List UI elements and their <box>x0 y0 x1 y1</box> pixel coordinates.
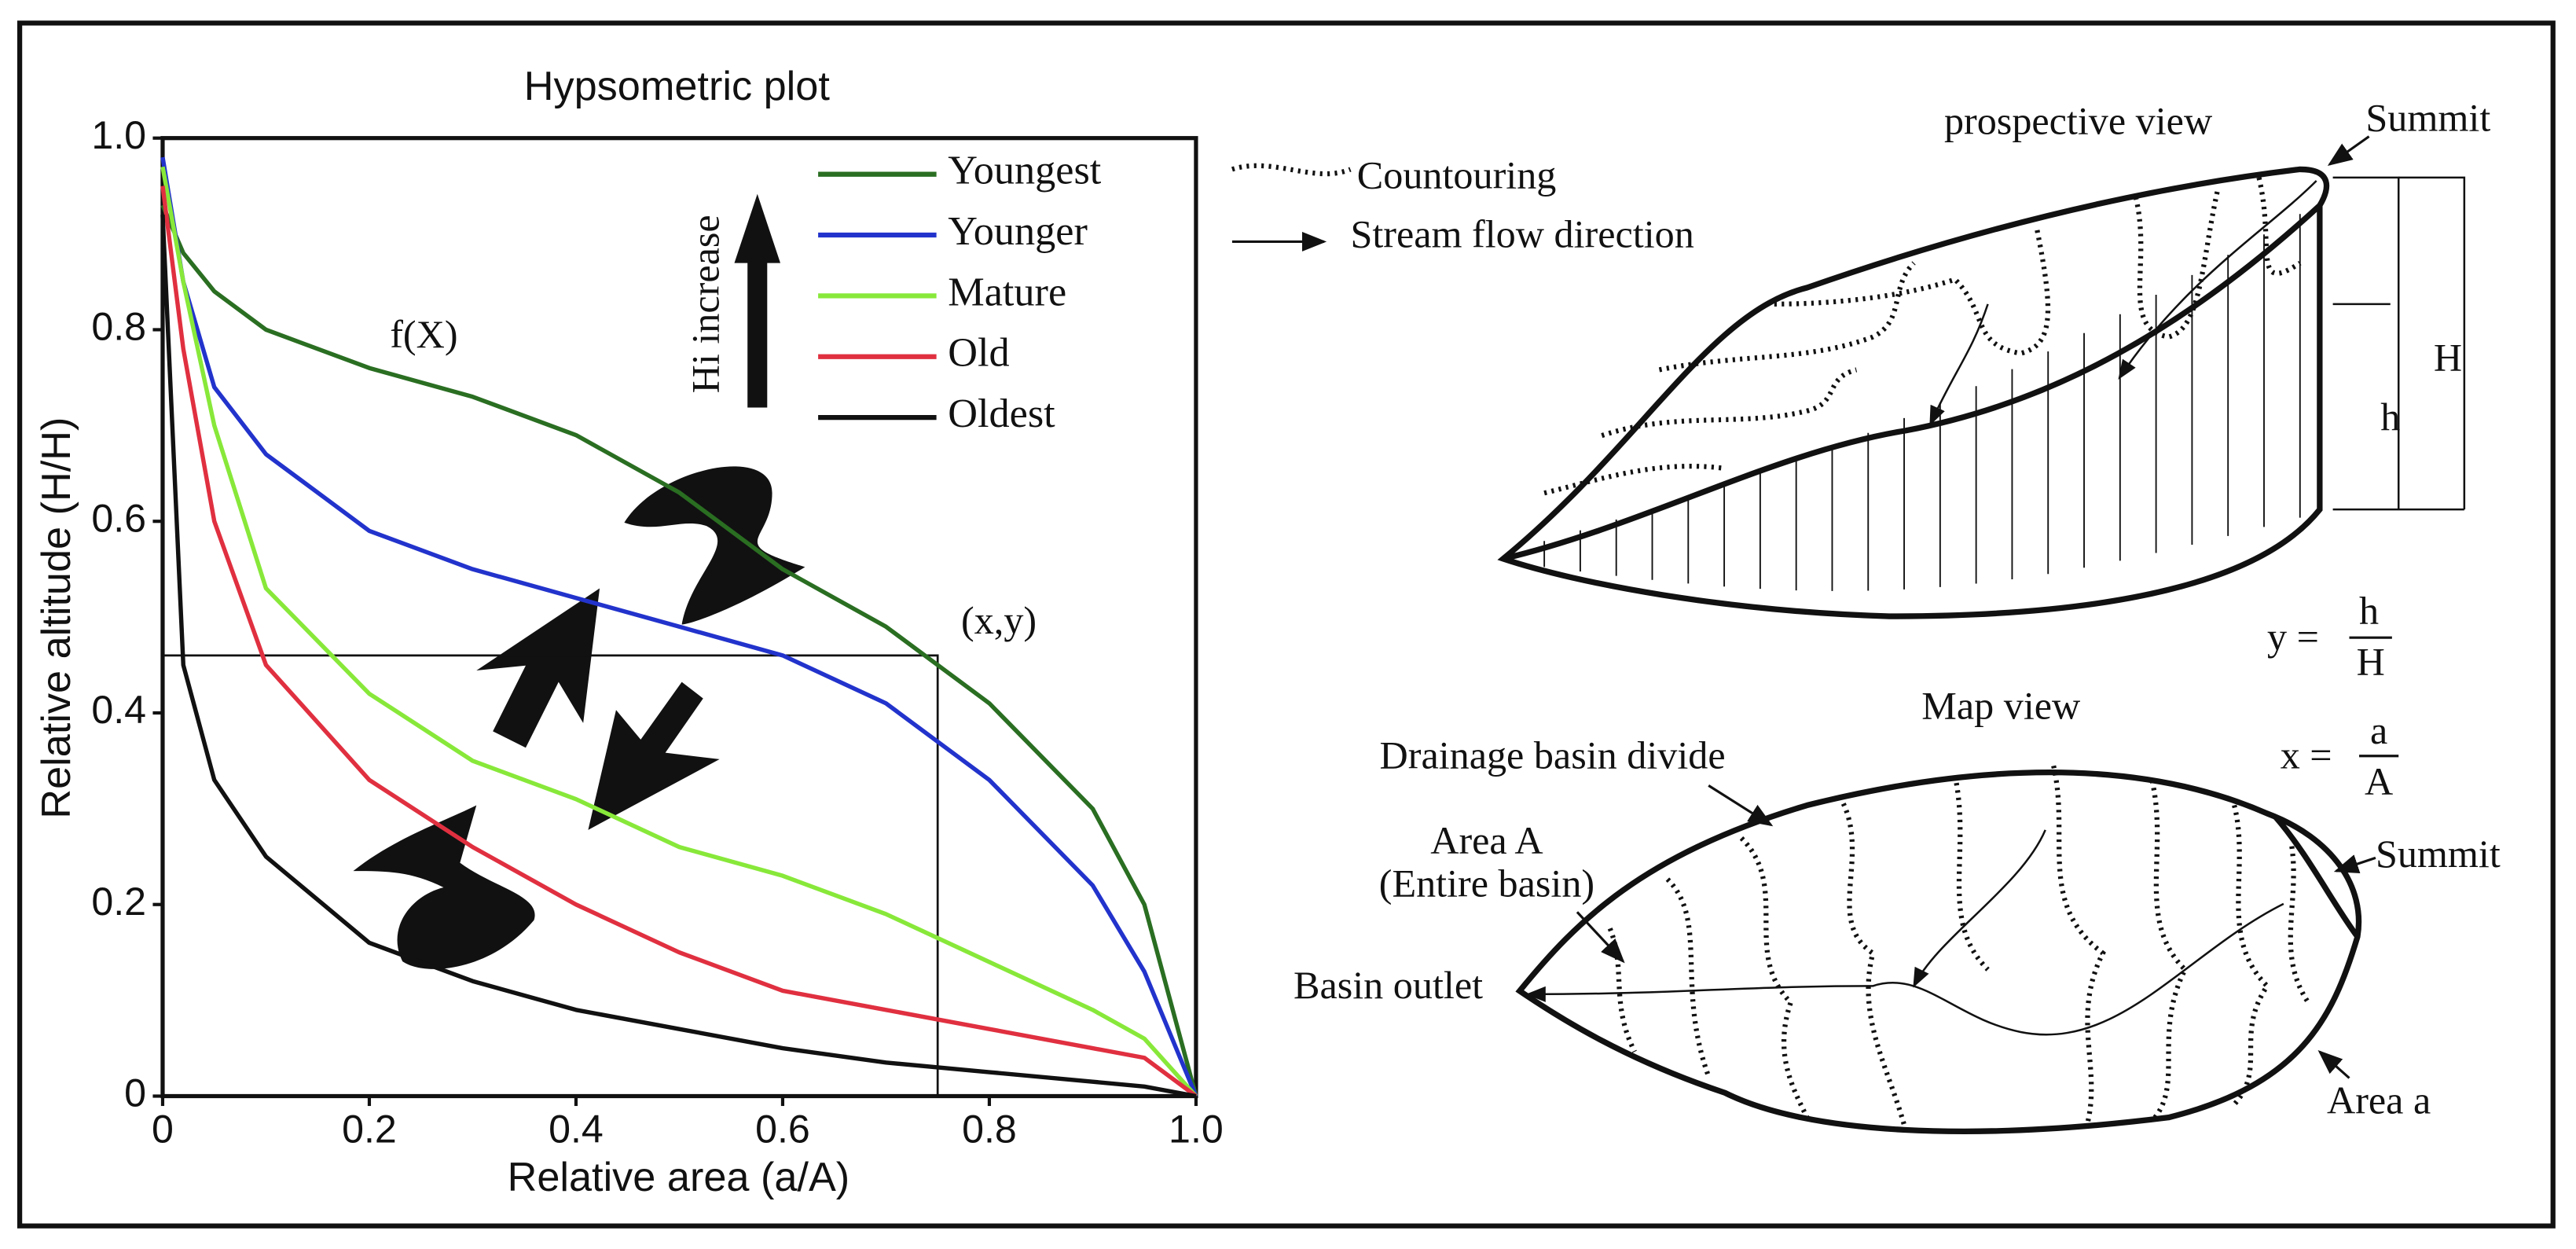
map-label: Summit <box>2376 832 2501 876</box>
curl-arrow <box>624 466 805 625</box>
series-line <box>160 156 1198 1097</box>
contour <box>2149 780 2189 1122</box>
contour <box>2288 846 2310 1005</box>
formula: H <box>2357 639 2385 683</box>
basin-3d <box>1497 166 2330 619</box>
y-tick-label: 1.0 <box>91 113 146 157</box>
legend-label: Youngest <box>948 148 1102 193</box>
point-label: (x,y) <box>961 598 1037 642</box>
stream <box>1929 303 1989 426</box>
arrow-label: Hi increase <box>684 215 728 393</box>
x-axis-label: Relative area (a/A) <box>508 1155 850 1200</box>
x-tick-label: 0.4 <box>549 1108 604 1152</box>
y-tick-label: 0.8 <box>91 305 146 349</box>
up-arrow <box>476 588 600 748</box>
stream <box>1913 829 2046 988</box>
x-tick-label: 0.2 <box>342 1108 397 1152</box>
summit-area <box>2273 814 2360 939</box>
map-label: (Entire basin) <box>1379 861 1594 906</box>
formula: h <box>2359 588 2379 632</box>
series-line <box>160 215 1197 1099</box>
pointer <box>2317 1049 2350 1079</box>
plot-frame <box>160 136 1198 1099</box>
contour <box>1774 230 2051 356</box>
stream <box>1525 902 2284 1036</box>
stream <box>2118 180 2317 380</box>
contour <box>1607 928 1637 1053</box>
series-line <box>160 186 1198 1098</box>
contour <box>2256 177 2302 276</box>
pointer <box>2327 135 2370 166</box>
x-tick-label: 1.0 <box>1169 1108 1224 1152</box>
y-tick-label: 0.4 <box>91 688 146 732</box>
formula: x = <box>2281 733 2332 777</box>
map-label: Area a <box>2327 1078 2431 1122</box>
x-tick-label: 0.8 <box>962 1108 1017 1152</box>
reference-lines <box>162 654 939 1097</box>
legend-text: Countouring <box>1357 152 1557 197</box>
y-tick-label: 0.2 <box>91 880 146 924</box>
contour <box>1952 775 1990 972</box>
formula: y = <box>2267 615 2319 659</box>
view-title: Map view <box>1921 684 2080 728</box>
contour <box>1543 463 1726 496</box>
formula: A <box>2365 759 2393 803</box>
contour <box>1837 795 1909 1132</box>
contour <box>2232 804 2271 1107</box>
y-tick-label: 0.6 <box>91 496 146 540</box>
map-label: Basin outlet <box>1294 963 1483 1007</box>
chart-title: Hypsometric plot <box>524 64 831 109</box>
legend-label: Mature <box>948 269 1066 314</box>
plot: Hypsometric plot Relative area (a/A) Rel… <box>34 64 1224 1200</box>
contour <box>1665 877 1712 1078</box>
series-line <box>160 204 1198 1097</box>
legend-text: Stream flow direction <box>1350 212 1693 256</box>
diagram: Countouring Stream flow direction prospe… <box>1231 95 2501 1134</box>
map-label: Drainage basin divide <box>1380 733 1726 777</box>
contour <box>1739 836 1810 1119</box>
contour <box>1658 261 1916 373</box>
contour-key <box>1231 163 1352 177</box>
frame <box>17 20 2556 1229</box>
dim-label: H <box>2434 336 2462 380</box>
down-arrow <box>588 681 720 830</box>
hi-arrow <box>734 193 781 408</box>
dim-label: h <box>2380 395 2400 439</box>
formula: a <box>2370 708 2387 752</box>
legend-label: Younger <box>948 208 1088 254</box>
y-axis-label: Relative altitude (H/H) <box>34 417 79 819</box>
curl-arrow <box>353 805 535 969</box>
contour <box>2051 765 2106 1129</box>
y-tick-label: 0 <box>124 1071 146 1115</box>
legend-label: Oldest <box>948 391 1055 436</box>
map-label: Area A <box>1430 818 1543 862</box>
x-tick-label: 0.6 <box>755 1108 810 1152</box>
dimension-lines <box>2398 176 2466 510</box>
view-title: prospective view <box>1944 98 2212 142</box>
series-line <box>160 166 1198 1098</box>
summit-label: Summit <box>2365 95 2490 139</box>
legend-label: Old <box>948 330 1009 376</box>
x-tick-label: 0 <box>152 1108 174 1152</box>
hatching <box>1543 214 2301 591</box>
basin-edge <box>1503 203 2322 562</box>
curve-label: f(X) <box>390 312 457 356</box>
